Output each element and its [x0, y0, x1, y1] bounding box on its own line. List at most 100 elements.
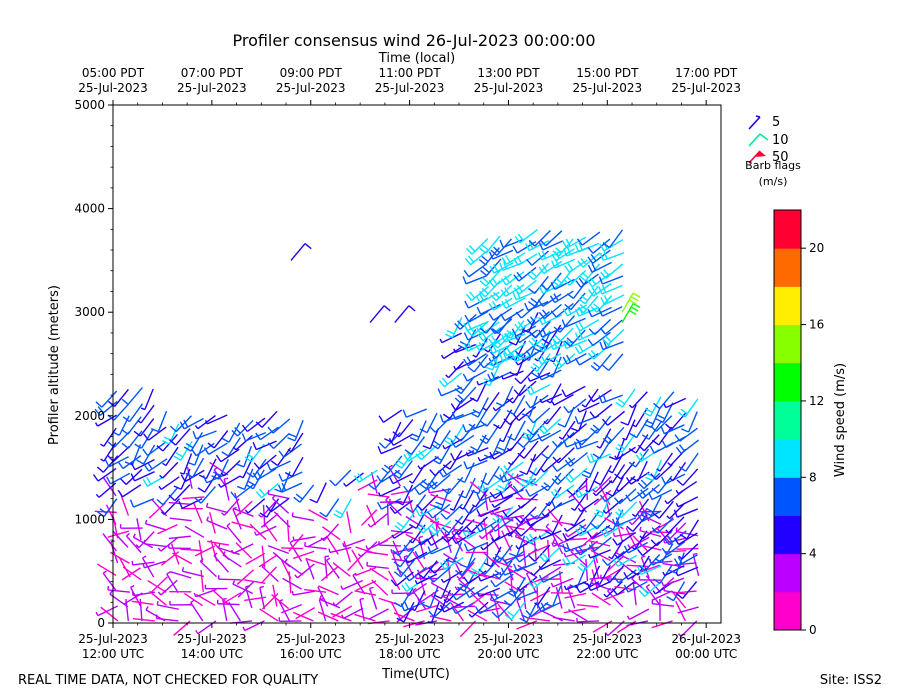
wind-barb [289, 542, 303, 562]
wind-barb-feather [390, 579, 397, 587]
wind-barb [549, 383, 562, 404]
wind-barb-feather [477, 456, 481, 462]
wind-barb-feather [241, 424, 248, 432]
wind-barb-feather [501, 300, 507, 309]
wind-barb-feather [477, 333, 484, 342]
wind-barb-feather [487, 373, 492, 382]
wind-barb-feather [539, 239, 547, 247]
top-tick-date: 25-Jul-2023 [474, 81, 544, 95]
wind-barb [479, 601, 500, 615]
wind-barb-feather [480, 420, 488, 427]
colorbar-segment [774, 362, 801, 402]
wind-barb-feather [193, 592, 197, 597]
wind-barb-feather [92, 474, 99, 482]
wind-barb-feather [94, 408, 101, 416]
chart-title: Profiler consensus wind 26-Jul-2023 00:0… [232, 31, 595, 50]
wind-barb [553, 341, 563, 362]
wind-barb [366, 565, 389, 570]
wind-barb-feather [252, 441, 257, 450]
wind-barb-feather [590, 306, 598, 313]
wind-barb [502, 421, 514, 442]
wind-barb [642, 483, 661, 500]
wind-barb-feather [426, 538, 432, 546]
wind-barb-feather [417, 465, 421, 470]
wind-barb-feather [655, 418, 664, 423]
wind-barb [528, 239, 550, 252]
wind-barb-feather [133, 430, 141, 437]
wind-barb-feather [482, 266, 490, 274]
wind-barb-feather [598, 395, 603, 404]
wind-barb [223, 498, 240, 516]
wind-barb-feather [578, 526, 585, 535]
wind-barb [157, 410, 168, 432]
wind-barb [218, 578, 241, 581]
wind-barb-feather [392, 549, 400, 556]
wind-barb [259, 608, 279, 622]
wind-barb [486, 408, 502, 427]
wind-barb [493, 331, 512, 346]
wind-barb-feather [514, 516, 522, 524]
wind-barb-feather [586, 455, 591, 463]
wind-barb-feather [562, 544, 567, 553]
wind-barb-feather [576, 238, 583, 246]
wind-barb-feather [467, 341, 473, 350]
wind-barb-feather [513, 258, 519, 266]
wind-barb-feather [540, 468, 545, 473]
wind-barb-feather [258, 514, 262, 518]
wind-barb [548, 324, 562, 344]
wind-barb-feather [465, 452, 469, 457]
wind-barb-feather [443, 560, 449, 568]
wind-barb-feather [637, 444, 645, 452]
wind-barb-feather [538, 266, 545, 275]
wind-barb-feather [603, 295, 609, 304]
colorbar-frame [773, 209, 802, 631]
wind-barb [113, 431, 130, 448]
wind-barb-feather [566, 293, 574, 299]
wind-barb [494, 573, 514, 588]
plot-frame [112, 104, 722, 624]
wind-barb-feather [100, 443, 105, 447]
wind-barb-feather [442, 413, 451, 420]
wind-barb [672, 581, 686, 601]
wind-barb-feather [541, 342, 547, 351]
wind-barb [568, 398, 587, 414]
wind-barb-feather [472, 354, 477, 358]
top-tick-date: 25-Jul-2023 [572, 81, 642, 95]
wind-barb-feather [541, 453, 549, 460]
wind-barb-feather [419, 428, 428, 434]
wind-barb-feather [577, 408, 581, 413]
wind-barb-feather [451, 606, 457, 614]
wind-barb-feather [675, 527, 678, 532]
wind-barb-feather [453, 365, 457, 371]
wind-barb [544, 545, 562, 563]
wind-barb-feather [640, 489, 647, 497]
wind-barb-feather [481, 287, 489, 295]
wind-barb-feather [565, 556, 571, 565]
wind-barb [557, 431, 575, 448]
wind-barb-feather [600, 271, 607, 279]
wind-barb [608, 229, 624, 249]
wind-barb [429, 428, 440, 450]
wind-barb-feather [183, 446, 192, 452]
wind-barb-feather [475, 343, 481, 352]
wind-barb-feather [490, 579, 496, 588]
wind-barb [652, 602, 675, 607]
wind-barb [483, 518, 488, 541]
wind-barb-feather [125, 532, 130, 537]
wind-barb [514, 420, 526, 441]
wind-barb [614, 532, 637, 538]
wind-barb [97, 605, 118, 617]
wind-barb-feather [645, 476, 654, 482]
wind-barb [180, 548, 203, 552]
wind-barb [568, 484, 588, 499]
wind-barb-feather [234, 427, 241, 434]
wind-barb-feather [140, 407, 146, 411]
wind-barb-feather [457, 586, 465, 592]
wind-barb [282, 471, 303, 482]
wind-barb [662, 402, 674, 423]
wind-barb-feather [394, 601, 402, 608]
wind-barb [520, 506, 537, 524]
wind-barb-feather [289, 539, 294, 544]
wind-barb-feather [192, 430, 197, 439]
wind-barb [468, 263, 488, 278]
